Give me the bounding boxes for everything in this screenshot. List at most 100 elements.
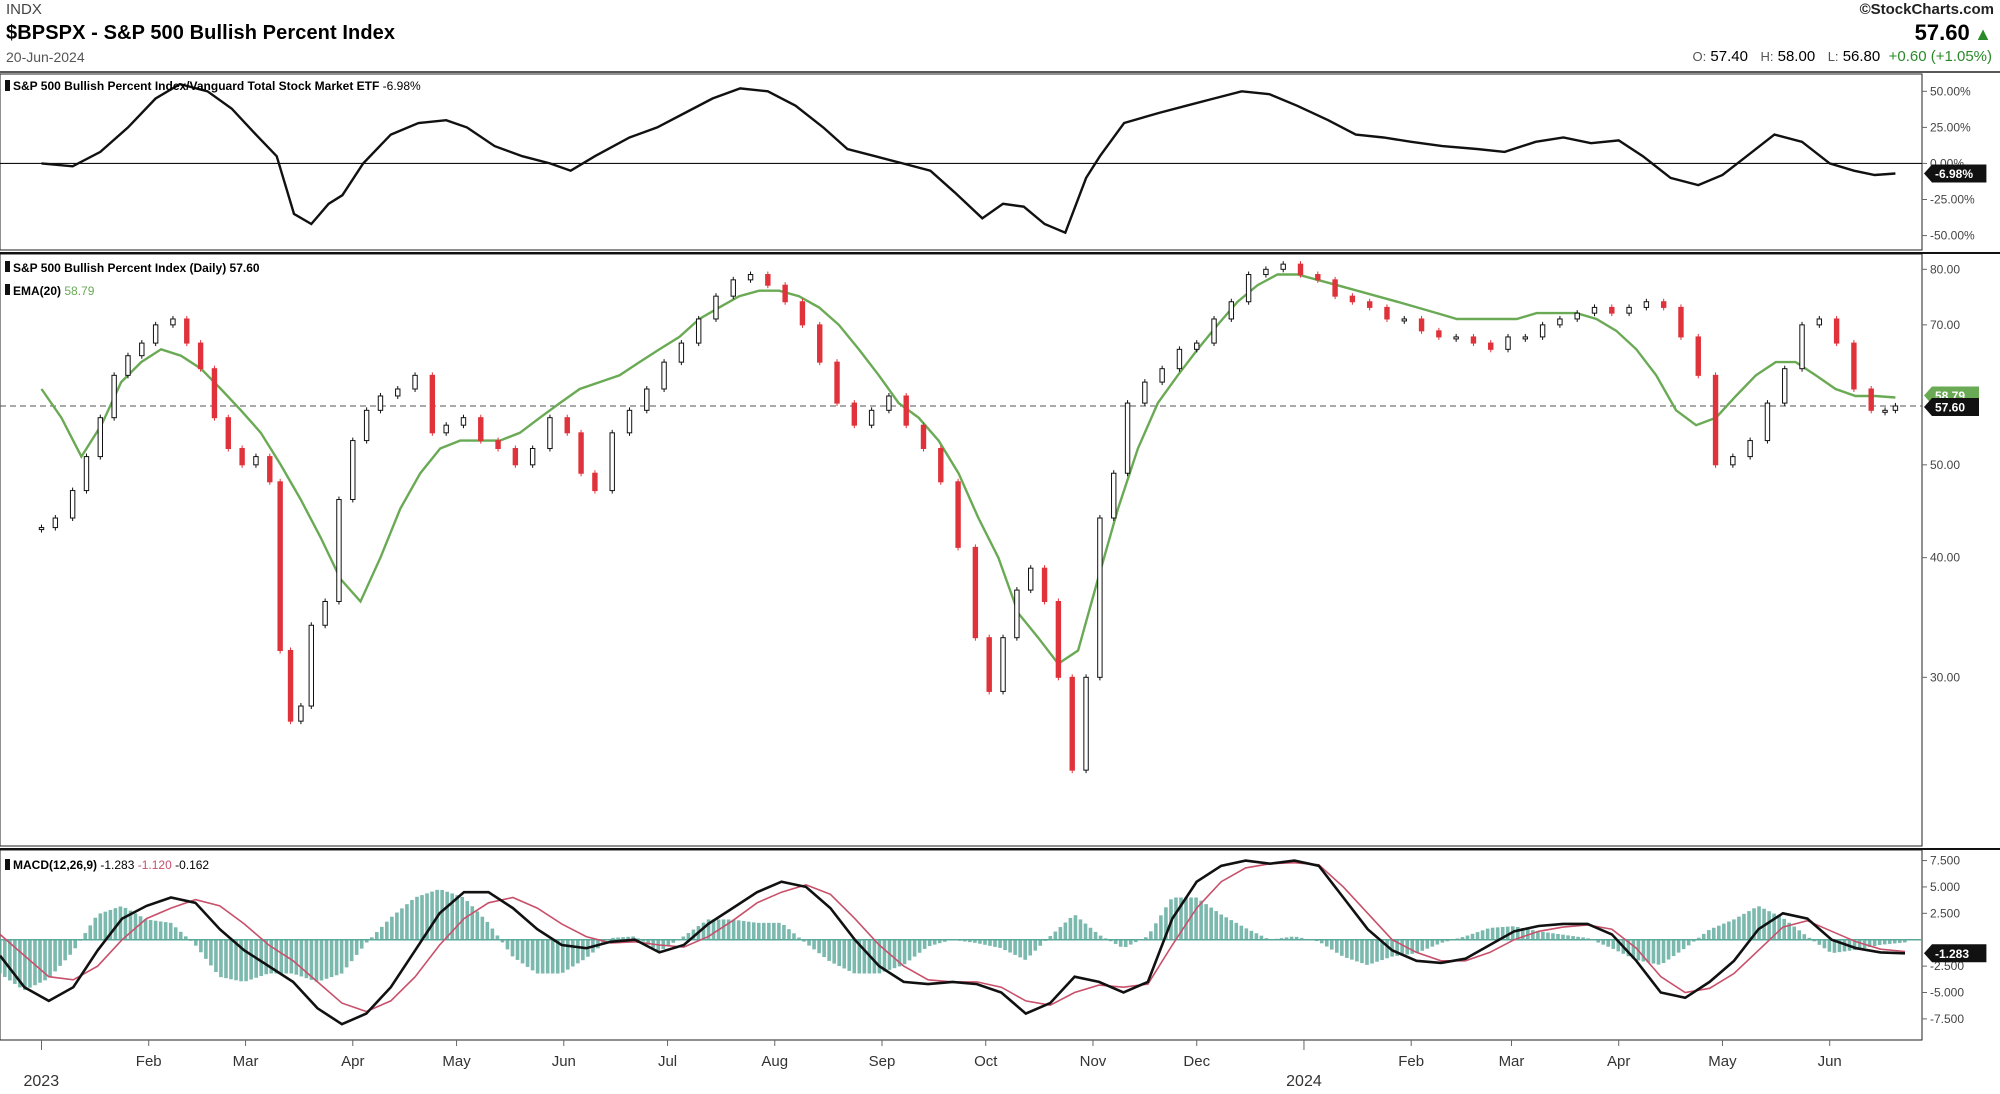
macd-histogram-bar — [1360, 939, 1364, 964]
candle-body — [1097, 517, 1103, 678]
macd-histogram-bar — [1309, 939, 1314, 941]
macd-histogram-bar — [782, 924, 786, 940]
macd-histogram-bar — [264, 939, 268, 975]
macd-histogram-bar — [1128, 939, 1133, 945]
macd-histogram-bar — [415, 896, 419, 940]
macd-histogram-bar — [390, 916, 394, 940]
macd-histogram-bar — [877, 939, 882, 974]
macd-histogram-bar — [1807, 937, 1812, 940]
macd-histogram-bar — [173, 927, 178, 940]
candle-body — [38, 527, 45, 531]
macd-histogram-bar — [219, 939, 223, 978]
macd-histogram-bar — [1108, 939, 1113, 942]
macd-histogram-bar — [249, 939, 253, 980]
panel-frame-1 — [0, 253, 1923, 847]
candle-body — [350, 440, 356, 501]
macd-histogram-bar — [968, 939, 972, 943]
macd-histogram-bar — [676, 939, 681, 941]
macd-histogram-bar — [1209, 907, 1213, 940]
macd-tick-label: -5.000 — [1930, 986, 1964, 1000]
macd-histogram-bar — [540, 939, 545, 974]
macd-histogram-bar — [465, 901, 470, 940]
macd-histogram-bar — [1490, 927, 1495, 940]
macd-histogram-bar — [1400, 939, 1404, 956]
candle-body — [1488, 342, 1494, 350]
macd-histogram-bar — [787, 929, 791, 940]
macd-histogram-bar — [1601, 939, 1606, 945]
candle-body — [592, 472, 598, 492]
macd-histogram-bar — [993, 939, 997, 947]
year-label-2024: 2024 — [1286, 1073, 1322, 1090]
price-tick-label: 70.00 — [1930, 318, 1960, 332]
candle-body — [1470, 336, 1477, 344]
macd-histogram-bar — [118, 906, 123, 940]
macd-histogram-bar — [927, 939, 932, 946]
month-label-dec: Dec — [1183, 1053, 1210, 1070]
macd-histogram-bar — [1505, 926, 1510, 940]
candle-body — [920, 424, 927, 450]
macd-histogram-bar — [1053, 931, 1058, 940]
macd-histogram-bar — [349, 939, 354, 962]
candle-body — [1245, 274, 1252, 303]
macd-histogram-bar — [138, 916, 143, 940]
macd-histogram-bar — [1546, 932, 1550, 940]
high-label: H: — [1760, 49, 1774, 64]
macd-histogram-bar — [1189, 897, 1193, 940]
macd-histogram-bar — [636, 938, 640, 940]
candle-body — [1782, 368, 1788, 404]
macd-histogram-bar — [8, 939, 12, 981]
macd-histogram-bar — [1249, 930, 1254, 940]
macd-histogram-bar — [1681, 939, 1686, 950]
candle-body — [678, 342, 685, 363]
macd-histogram-bar — [214, 939, 218, 973]
month-label-jun: Jun — [552, 1053, 576, 1070]
macd-histogram-bar — [3, 939, 7, 977]
ratio-last-value-tag: -6.98% — [1935, 167, 1973, 181]
macd-histogram-bar — [425, 893, 429, 940]
macd-histogram-bar — [1244, 928, 1249, 940]
macd-histogram-bar — [1817, 939, 1822, 945]
macd-histogram-bar — [1390, 939, 1394, 957]
macd-histogram-bar — [701, 922, 706, 940]
macd-histogram-bar — [1375, 939, 1379, 962]
month-label-aug: Aug — [761, 1053, 788, 1070]
macd-histogram-bar — [792, 933, 796, 940]
macd-histogram-bar — [1425, 939, 1430, 949]
candle-body — [747, 274, 754, 281]
candle-body — [1228, 301, 1235, 320]
open-value: 57.40 — [1710, 48, 1748, 65]
candle-body — [1041, 567, 1048, 602]
macd-histogram-bar — [852, 939, 857, 974]
candle-body — [1712, 374, 1719, 466]
macd-histogram-bar — [1661, 939, 1666, 964]
macd-histogram-bar — [832, 939, 836, 964]
macd-histogram-bar — [1616, 939, 1621, 952]
macd-legend-hist-value: -0.162 — [175, 858, 209, 872]
macd-histogram-bar — [817, 939, 821, 954]
panel-frame-0 — [0, 73, 1923, 251]
macd-histogram-bar — [756, 922, 761, 940]
macd-histogram-bar — [158, 921, 163, 940]
month-label-feb: Feb — [136, 1053, 162, 1070]
macd-histogram-bar — [259, 939, 263, 977]
macd-tick-label: 5.000 — [1930, 880, 1960, 894]
macd-histogram-bar — [1179, 897, 1183, 940]
macd-histogram-bar — [53, 939, 57, 972]
ratio-legend-name: S&P 500 Bullish Percent Index/Vanguard T… — [13, 79, 383, 93]
candle-body — [1626, 306, 1632, 314]
candle-body — [1366, 301, 1373, 308]
candle-body — [547, 417, 553, 450]
candle-body — [1000, 637, 1006, 692]
candle-body — [1747, 440, 1753, 458]
macd-histogram-bar — [797, 937, 801, 940]
macd-histogram-bar — [1440, 939, 1445, 943]
macd-histogram-bar — [892, 939, 897, 969]
macd-histogram-bar — [1897, 939, 1902, 943]
candle-body — [713, 295, 719, 320]
month-label-may: May — [442, 1053, 471, 1070]
macd-histogram-bar — [485, 921, 490, 940]
macd-histogram-bar — [500, 939, 505, 943]
macd-histogram-bar — [912, 939, 917, 957]
candle-body — [1505, 336, 1511, 350]
macd-histogram-bar — [606, 939, 610, 941]
